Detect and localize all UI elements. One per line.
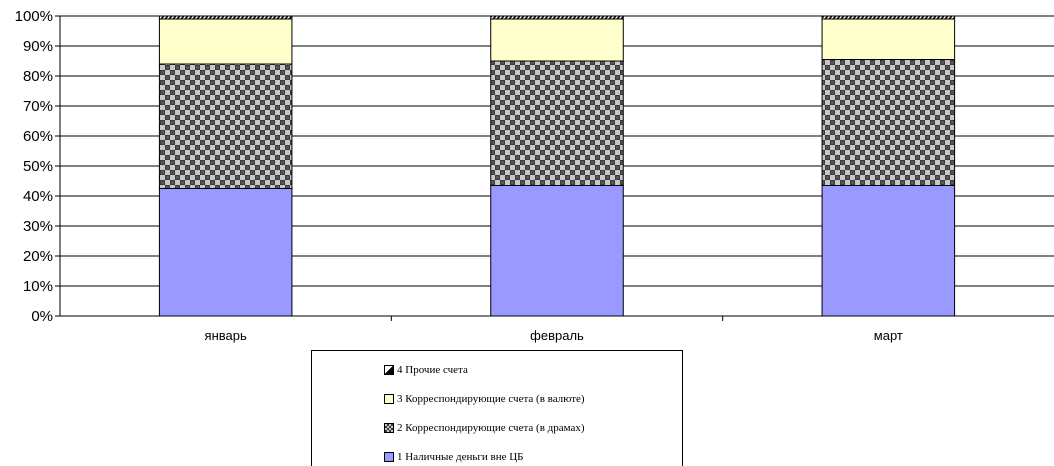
legend-item-corr-drams: 2 Корреспондирующие счета (в драмах) xyxy=(384,421,585,435)
bar-segment-series-3 xyxy=(490,18,624,62)
y-tick-label: 10% xyxy=(23,278,53,295)
legend-swatch-yellow xyxy=(384,394,394,404)
bar-segment-series-4 xyxy=(821,15,956,20)
bar-segment-series-4 xyxy=(490,15,624,20)
legend-label: 2 Корреспондирующие счета (в драмах) xyxy=(397,422,585,434)
bars xyxy=(158,15,956,317)
bar-segment-series-3 xyxy=(821,18,956,60)
bar-segment-series-4 xyxy=(158,15,293,20)
legend-item-cash: 1 Наличные деньги вне ЦБ xyxy=(384,450,524,464)
legend-label: 4 Прочие счета xyxy=(397,364,468,376)
y-tick-label: 70% xyxy=(23,98,53,115)
legend: 4 Прочие счета 3 Корреспондирующие счета… xyxy=(311,350,683,466)
legend-item-other-accounts: 4 Прочие счета xyxy=(384,363,468,377)
bar-segment-series-2 xyxy=(821,59,956,186)
bar-segment-series-2 xyxy=(490,60,624,186)
x-category-label: март xyxy=(874,328,903,343)
y-tick-label: 50% xyxy=(23,158,53,175)
bar-segment-series-3 xyxy=(158,18,293,65)
legend-item-corr-currency: 3 Корреспондирующие счета (в валюте) xyxy=(384,392,585,406)
bar-segment-series-2 xyxy=(158,63,293,189)
legend-swatch-checker xyxy=(384,423,394,433)
legend-label: 3 Корреспондирующие счета (в валюте) xyxy=(397,393,585,405)
x-category-label: январь xyxy=(205,328,247,343)
stacked-bar-chart: 0% 10% 20% 30% 40% 50% 60% 70% 80% 90% 100% январь ф… xyxy=(15,8,1054,343)
bar-segment-series-1 xyxy=(821,185,956,317)
y-tick-label: 30% xyxy=(23,218,53,235)
legend-swatch-diagonal xyxy=(384,365,394,375)
y-tick-label: 20% xyxy=(23,248,53,265)
y-tick-label: 100% xyxy=(15,8,53,25)
x-category-label: февраль xyxy=(530,328,584,343)
axis-labels: 0% 10% 20% 30% 40% 50% 60% 70% 80% 90% 100% январь ф… xyxy=(15,8,903,343)
y-tick-label: 80% xyxy=(23,68,53,85)
bar-segment-series-1 xyxy=(158,188,293,317)
y-tick-label: 90% xyxy=(23,38,53,55)
y-tick-label: 40% xyxy=(23,188,53,205)
bar-segment-series-1 xyxy=(490,185,624,317)
legend-swatch-blue xyxy=(384,452,394,462)
legend-label: 1 Наличные деньги вне ЦБ xyxy=(397,451,524,463)
y-tick-label: 0% xyxy=(31,308,53,325)
y-tick-label: 60% xyxy=(23,128,53,145)
